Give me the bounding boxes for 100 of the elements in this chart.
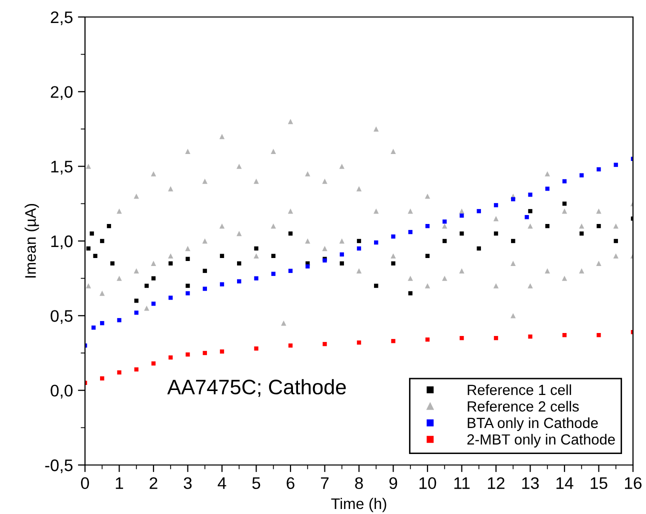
legend-label: 2-MBT only in Cathode xyxy=(467,434,615,448)
point xyxy=(100,321,104,326)
point xyxy=(144,284,149,288)
x-tick-label: 8 xyxy=(355,477,363,490)
point xyxy=(524,215,529,220)
point xyxy=(442,238,447,244)
x-tick-label: 1 xyxy=(116,477,124,489)
x-tick-label: 12 xyxy=(488,477,504,489)
y-tick-label: 2,0 xyxy=(50,86,73,100)
point xyxy=(90,231,94,236)
point xyxy=(596,167,601,172)
point xyxy=(596,224,601,228)
point xyxy=(151,302,156,306)
point xyxy=(511,197,516,202)
point xyxy=(511,238,516,244)
point xyxy=(151,276,156,280)
x-tick-label: 10 xyxy=(420,477,436,490)
point xyxy=(186,284,190,288)
point xyxy=(237,279,242,284)
point xyxy=(545,186,550,191)
point xyxy=(528,192,532,197)
point xyxy=(322,342,327,346)
point xyxy=(106,224,112,228)
y-tick-label: 0,5 xyxy=(50,310,72,324)
point xyxy=(86,246,91,251)
point xyxy=(614,162,618,167)
x-tick-label: 11 xyxy=(454,477,470,489)
point xyxy=(580,231,584,236)
point xyxy=(494,231,498,236)
point xyxy=(374,240,378,245)
point xyxy=(356,238,362,244)
point xyxy=(100,376,104,380)
legend-label: BTA only in Cathode xyxy=(468,417,598,431)
y-tick-label: 2,5 xyxy=(50,11,72,26)
point xyxy=(237,261,242,266)
point xyxy=(425,337,430,342)
x-tick-label: 7 xyxy=(320,477,329,489)
x-tick-label: 5 xyxy=(252,477,260,490)
point xyxy=(545,224,550,228)
point xyxy=(254,346,258,351)
point xyxy=(134,310,138,315)
point xyxy=(408,230,412,234)
y-tick-label: 1,5 xyxy=(51,160,72,175)
point xyxy=(254,246,258,251)
point xyxy=(168,296,173,300)
x-tick-label: 6 xyxy=(286,477,294,490)
point xyxy=(202,268,207,273)
point xyxy=(374,284,378,288)
point xyxy=(288,231,293,236)
point xyxy=(528,209,532,214)
point xyxy=(288,343,293,348)
point xyxy=(186,352,190,357)
point xyxy=(306,264,310,268)
point xyxy=(391,234,396,239)
point xyxy=(93,254,98,258)
x-tick-label: 9 xyxy=(389,477,398,490)
x-axis-title: Time (h) xyxy=(331,498,386,512)
point xyxy=(288,268,293,273)
point xyxy=(580,173,584,178)
point xyxy=(202,286,207,291)
point xyxy=(528,334,532,339)
point xyxy=(614,238,618,244)
y-tick-label: 1,0 xyxy=(51,235,73,250)
point xyxy=(151,361,156,366)
point xyxy=(220,349,224,354)
point xyxy=(425,254,430,258)
point xyxy=(110,261,114,266)
point xyxy=(340,252,344,257)
point xyxy=(117,318,122,322)
y-axis-title: Imean (µA) xyxy=(24,204,39,278)
legend-label: Reference 1 cell xyxy=(468,384,572,396)
point xyxy=(271,254,276,258)
point xyxy=(460,336,464,340)
x-tick-label: 14 xyxy=(556,477,574,489)
point xyxy=(476,209,481,214)
point xyxy=(100,238,104,244)
point xyxy=(254,276,258,280)
x-tick-label: 15 xyxy=(590,477,608,490)
point xyxy=(494,203,498,208)
point xyxy=(202,350,207,356)
x-tick-label: 2 xyxy=(150,477,158,489)
point xyxy=(168,261,173,266)
point xyxy=(391,338,396,344)
x-tick-label: 16 xyxy=(625,477,642,490)
annotation: AA7475C; Cathode xyxy=(167,379,346,397)
point xyxy=(220,254,224,258)
point xyxy=(91,326,96,330)
point xyxy=(340,261,344,266)
x-tick-label: 3 xyxy=(184,477,192,490)
point xyxy=(562,202,567,206)
point xyxy=(356,246,362,251)
legend-label: Reference 2 cells xyxy=(468,400,579,412)
point xyxy=(134,367,138,372)
point xyxy=(186,291,190,296)
x-tick-label: 0 xyxy=(81,477,89,490)
x-tick-label: 4 xyxy=(218,477,226,489)
point xyxy=(168,355,173,360)
point xyxy=(117,370,122,374)
point xyxy=(186,256,190,262)
point xyxy=(562,179,567,184)
